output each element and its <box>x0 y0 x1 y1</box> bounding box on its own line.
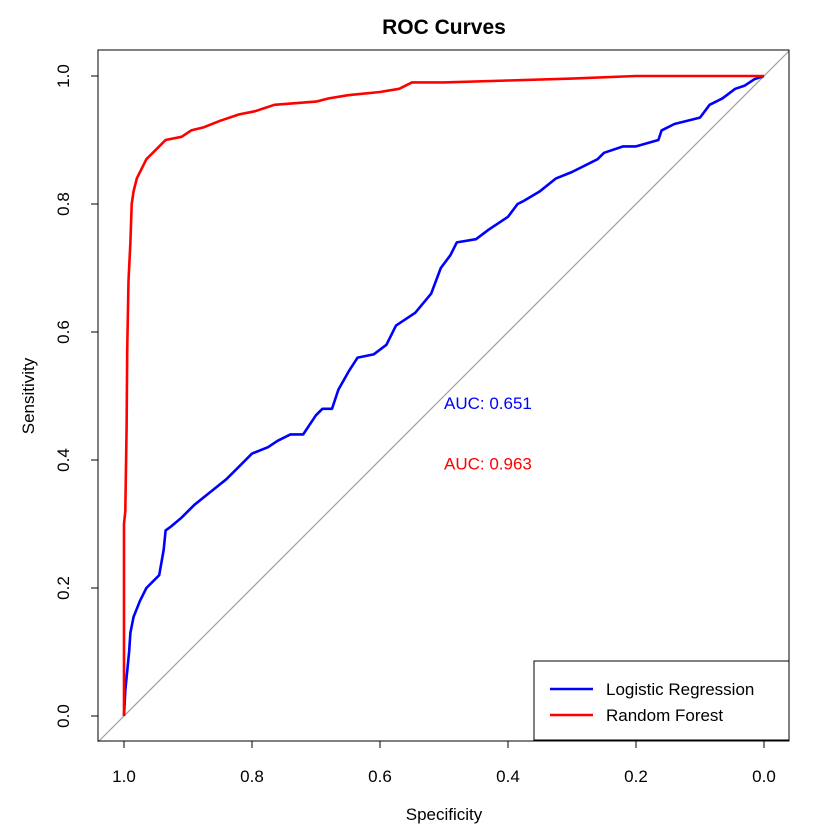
auc-label-random-forest: AUC: 0.963 <box>444 455 532 474</box>
legend-label-logistic-regression: Logistic Regression <box>606 680 754 699</box>
series-group <box>122 74 765 717</box>
y-tick-label: 0.6 <box>54 320 73 344</box>
x-axis: 1.0 0.8 0.6 0.4 0.2 0.0 <box>112 740 776 786</box>
legend: Logistic Regression Random Forest <box>533 660 790 741</box>
x-tick-label: 0.4 <box>496 767 520 786</box>
y-tick-label: 0.4 <box>54 448 73 472</box>
y-tick-label: 0.8 <box>54 192 73 216</box>
legend-box <box>533 660 790 741</box>
chart-title: ROC Curves <box>382 16 506 39</box>
legend-label-random-forest: Random Forest <box>606 706 723 725</box>
y-tick-label: 0.2 <box>54 576 73 600</box>
y-tick-label: 1.0 <box>54 64 73 88</box>
x-tick-label: 0.8 <box>240 767 264 786</box>
x-tick-label: 1.0 <box>112 767 136 786</box>
y-axis: 0.0 0.2 0.4 0.6 0.8 1.0 <box>54 64 99 728</box>
series-line-random-forest <box>122 74 764 716</box>
series-line-logistic-regression <box>122 74 765 717</box>
x-tick-label: 0.6 <box>368 767 392 786</box>
reference-diagonal-line <box>97 50 790 743</box>
x-tick-label: 0.0 <box>752 767 776 786</box>
auc-label-logistic-regression: AUC: 0.651 <box>444 394 532 413</box>
x-axis-title: Specificity <box>406 805 483 824</box>
x-tick-label: 0.2 <box>624 767 648 786</box>
y-tick-label: 0.0 <box>54 704 73 728</box>
y-axis-title: Sensitivity <box>19 357 38 434</box>
